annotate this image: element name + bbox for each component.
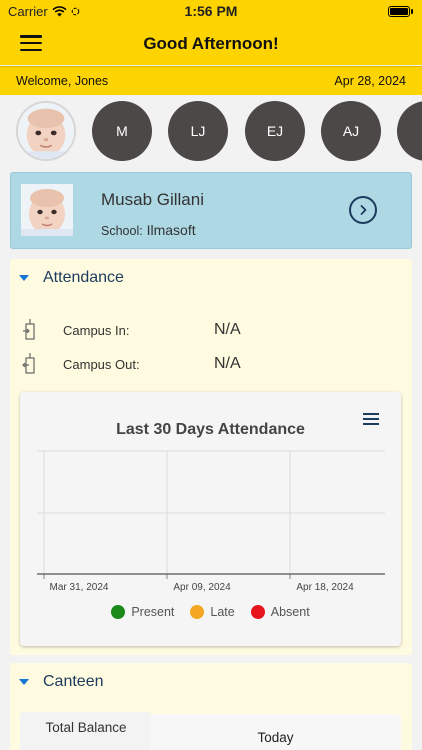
total-balance-label: Total Balance bbox=[45, 720, 127, 735]
current-date: Apr 28, 2024 bbox=[334, 74, 406, 88]
legend-item-late[interactable]: Late bbox=[190, 605, 235, 619]
student-name: Musab Gillani bbox=[101, 190, 204, 209]
chart-x-tick-label: Apr 18, 2024 bbox=[296, 582, 354, 593]
avatar-child-m[interactable]: M bbox=[92, 101, 152, 161]
legend-item-present[interactable]: Present bbox=[111, 605, 174, 619]
campus-out-label: Campus Out: bbox=[63, 356, 140, 372]
status-bar: Carrier 1:56 PM bbox=[0, 0, 422, 22]
avatar-initials: AJ bbox=[342, 123, 360, 139]
legend-label: Late bbox=[210, 605, 235, 619]
baby-photo bbox=[18, 103, 74, 159]
canteen-title: Canteen bbox=[43, 673, 104, 690]
door-enter-icon bbox=[23, 319, 35, 340]
page-title: Good Afternoon! bbox=[143, 33, 279, 53]
student-photo bbox=[21, 184, 73, 236]
attendance-panel-header[interactable]: Attendance bbox=[10, 259, 412, 297]
today-label: Today bbox=[257, 730, 294, 745]
welcome-text: Welcome, Jones bbox=[16, 74, 109, 88]
attendance-chart-card: Last 30 Days Attendance Mar 31, 2024 Apr … bbox=[20, 392, 401, 646]
carrier-label: Carrier bbox=[8, 3, 48, 19]
canteen-panel-header[interactable]: Canteen bbox=[10, 663, 412, 701]
avatar-selected-child[interactable] bbox=[16, 101, 76, 161]
chevron-right-icon bbox=[360, 205, 367, 215]
children-avatar-row[interactable]: M LJ EJ AJ bbox=[0, 95, 422, 165]
baby-photo bbox=[21, 184, 73, 236]
student-detail-button[interactable] bbox=[349, 196, 377, 224]
campus-out-row: Campus Out: N/A bbox=[22, 352, 241, 376]
battery-icon bbox=[388, 5, 413, 17]
chart-title: Last 30 Days Attendance bbox=[116, 421, 305, 438]
legend-marker bbox=[111, 605, 126, 619]
campus-in-label: Campus In: bbox=[63, 322, 130, 338]
campus-in-value: N/A bbox=[214, 321, 241, 338]
school-label: School: bbox=[101, 224, 143, 238]
avatar-initials: LJ bbox=[190, 123, 206, 139]
chart-menu-icon[interactable] bbox=[363, 413, 379, 425]
today-card: Today bbox=[150, 714, 401, 750]
attendance-panel: Attendance Campus In: N/A Campus Out: N/… bbox=[10, 259, 412, 655]
total-balance-card: Total Balance bbox=[20, 712, 152, 750]
avatar-child-more[interactable] bbox=[397, 101, 422, 161]
loading-icon bbox=[71, 7, 80, 15]
school-name: Ilmasoft bbox=[146, 222, 196, 238]
avatar-child-aj[interactable]: AJ bbox=[321, 101, 381, 161]
legend-marker bbox=[190, 605, 205, 619]
status-left: Carrier bbox=[8, 4, 80, 19]
chart-legend: Present Late Absent bbox=[20, 605, 401, 619]
legend-label: Absent bbox=[270, 605, 310, 619]
avatar-initials: M bbox=[116, 123, 128, 139]
school-line: School: Ilmasoft bbox=[101, 222, 196, 238]
avatar-child-ej[interactable]: EJ bbox=[245, 101, 305, 161]
wifi-icon bbox=[52, 5, 67, 16]
avatar-initials: EJ bbox=[266, 123, 284, 139]
avatar-child-lj[interactable]: LJ bbox=[168, 101, 228, 161]
legend-label: Present bbox=[131, 605, 175, 619]
door-exit-icon bbox=[22, 353, 35, 374]
student-card[interactable]: Musab Gillani School: Ilmasoft bbox=[10, 172, 412, 249]
legend-marker bbox=[250, 605, 265, 619]
attendance-title: Attendance bbox=[43, 269, 124, 286]
app-header: Good Afternoon! bbox=[0, 22, 422, 65]
caret-down-icon bbox=[19, 275, 29, 281]
caret-down-icon bbox=[19, 679, 29, 685]
campus-out-value: N/A bbox=[214, 355, 241, 372]
chart-x-tick-label: Mar 31, 2024 bbox=[50, 582, 109, 593]
canteen-panel: Canteen Total Balance Today bbox=[10, 663, 412, 750]
legend-item-absent[interactable]: Absent bbox=[250, 605, 310, 619]
welcome-bar: Welcome, Jones Apr 28, 2024 bbox=[0, 66, 422, 95]
attendance-chart: Mar 31, 2024 Apr 09, 2024 Apr 18, 2024 bbox=[37, 450, 385, 593]
campus-in-row: Campus In: N/A bbox=[22, 318, 241, 342]
hamburger-menu-icon[interactable] bbox=[20, 35, 42, 51]
chart-x-tick-label: Apr 09, 2024 bbox=[173, 582, 231, 593]
